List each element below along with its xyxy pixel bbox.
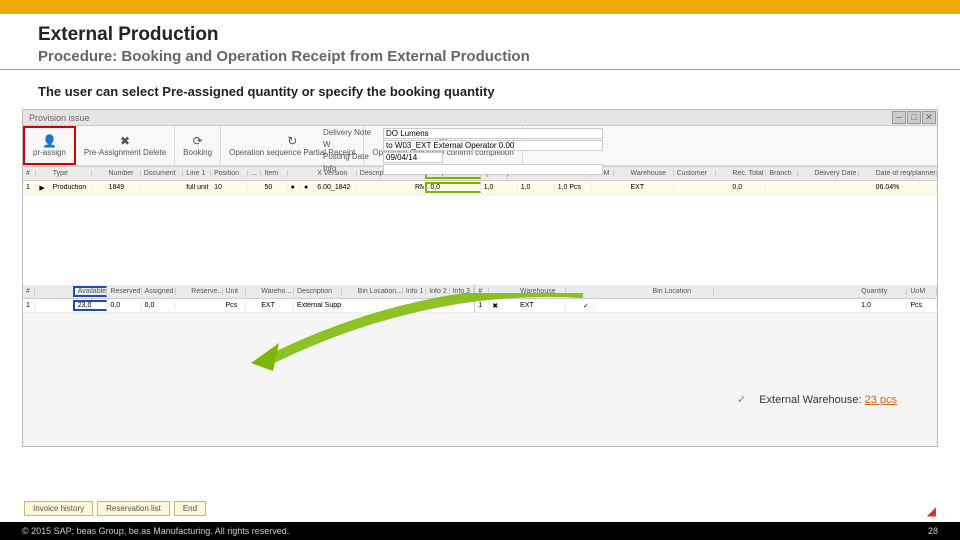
column-header: Available	[73, 286, 108, 297]
column-header: Type	[50, 170, 92, 177]
slide-header: External Production Procedure: Booking a…	[0, 14, 960, 70]
column-header: Customer	[674, 170, 716, 177]
column-header: #	[23, 170, 36, 177]
cell: RM 6.0.0	[412, 184, 425, 191]
column-header: Assigned	[142, 288, 176, 295]
column-header: Position	[211, 170, 248, 177]
cell: 0,0	[142, 302, 176, 309]
w-label: W	[323, 140, 383, 151]
resize-handle-icon[interactable]: ◢	[927, 504, 936, 518]
column-header: Reserved	[107, 288, 141, 295]
cell: 0,0	[425, 182, 480, 193]
delivery-note-label: Delivery Note	[323, 128, 383, 139]
min-button[interactable]: ─	[892, 111, 906, 124]
footer-button[interactable]: Reservation list	[97, 501, 170, 516]
callout: ✓ External Warehouse: 23 pcs	[737, 393, 897, 406]
w-input[interactable]: to W03_EXT External Operator 0.00	[383, 140, 603, 151]
table-row[interactable]: 1▶Production1849full unit 11050●●6.00_18…	[23, 181, 937, 195]
close-button[interactable]: ✕	[922, 111, 936, 124]
toolbar-button[interactable]: 👤pr-assign	[23, 126, 76, 165]
column-header: Warehouse	[628, 170, 674, 177]
footer: © 2015 SAP; beas Group, be.as Manufactur…	[0, 522, 960, 540]
app-window: Provision issue ─ □ ✕ 👤pr-assign✖Pre-Ass…	[22, 109, 938, 447]
cell: 23,0	[73, 300, 108, 311]
cell: ▶	[36, 184, 49, 192]
page-title: External Production	[38, 24, 922, 46]
cell: 1,0	[518, 184, 555, 191]
column-header: Reserve...	[188, 288, 222, 295]
column-header: UoM	[907, 288, 937, 295]
posting-date-label: Posting Date	[323, 152, 383, 163]
info-label: Info	[323, 164, 383, 175]
cell: 1,0	[858, 302, 907, 309]
column-header: Item	[261, 170, 287, 177]
callout-value: 23 pcs	[865, 394, 897, 406]
description: The user can select Pre-assigned quantit…	[0, 70, 960, 107]
cell: 1,0 Pcs	[555, 184, 592, 191]
toolbar-label: pr-assign	[33, 148, 66, 157]
toolbar-label: Pre-Assignment Delete	[84, 148, 166, 157]
column-header: ...	[248, 170, 261, 177]
toolbar-label: Booking	[183, 148, 212, 157]
footer-button[interactable]: End	[174, 501, 206, 516]
toolbar-icon: 👤	[42, 134, 57, 148]
column-header: Line 1	[183, 170, 211, 177]
toolbar-button[interactable]: ✖Pre-Assignment Delete	[76, 126, 175, 165]
cell: 06.04%	[873, 184, 937, 191]
column-header: Bin Location	[650, 288, 715, 295]
cell: 1,0	[481, 184, 518, 191]
cell: ●	[288, 184, 301, 191]
column-header: Number	[106, 170, 141, 177]
cell: 1	[23, 184, 36, 191]
cell: 1	[23, 302, 35, 309]
column-header: Date of req/planner	[873, 170, 937, 177]
cell: 10	[211, 184, 248, 191]
cell: 0,0	[107, 302, 141, 309]
grid-body-empty	[23, 195, 937, 285]
column-header: Quantity	[858, 288, 907, 295]
check-icon: ✓	[737, 394, 746, 406]
toolbar-icon: ✖	[120, 134, 130, 148]
delivery-note-input[interactable]: DO Lumens	[383, 128, 603, 139]
arrow-icon	[243, 293, 603, 373]
posting-date-input[interactable]: 09/04/14	[383, 152, 443, 163]
column-header: #	[23, 288, 35, 295]
toolbar-icon: ↻	[287, 134, 297, 148]
column-header: Document	[141, 170, 183, 177]
column-header: Delivery Date	[811, 170, 859, 177]
cell: ●	[301, 184, 314, 191]
max-button[interactable]: □	[907, 111, 921, 124]
cell: 6.00_1842	[314, 184, 356, 191]
info-input[interactable]	[383, 164, 603, 175]
cell: Pcs	[907, 302, 937, 309]
cell: 1849	[106, 184, 141, 191]
footer-button[interactable]: Invoice history	[24, 501, 93, 516]
column-header: Rec. Total	[729, 170, 766, 177]
form-area: Delivery NoteDO Lumens Wto W03_EXT Exter…	[323, 128, 603, 176]
accent-bar	[0, 0, 960, 14]
callout-text: External Warehouse:	[759, 394, 861, 406]
column-header: Branch	[766, 170, 798, 177]
window-title: Provision issue	[23, 113, 892, 123]
footer-buttons: Invoice history Reservation list End	[24, 501, 206, 516]
toolbar-icon: ⟳	[193, 134, 203, 148]
cell: 0,0	[729, 184, 766, 191]
window-titlebar: Provision issue ─ □ ✕	[23, 110, 937, 126]
cell: EXT	[628, 184, 674, 191]
toolbar-button[interactable]: ⟳Booking	[175, 126, 221, 165]
copyright: © 2015 SAP; beas Group, be.as Manufactur…	[22, 526, 289, 536]
cell: Production	[50, 184, 92, 191]
page-subtitle: Procedure: Booking and Operation Receipt…	[38, 48, 922, 65]
cell: 50	[261, 184, 287, 191]
cell: full unit 1	[183, 184, 211, 191]
page-number: 28	[928, 526, 938, 536]
